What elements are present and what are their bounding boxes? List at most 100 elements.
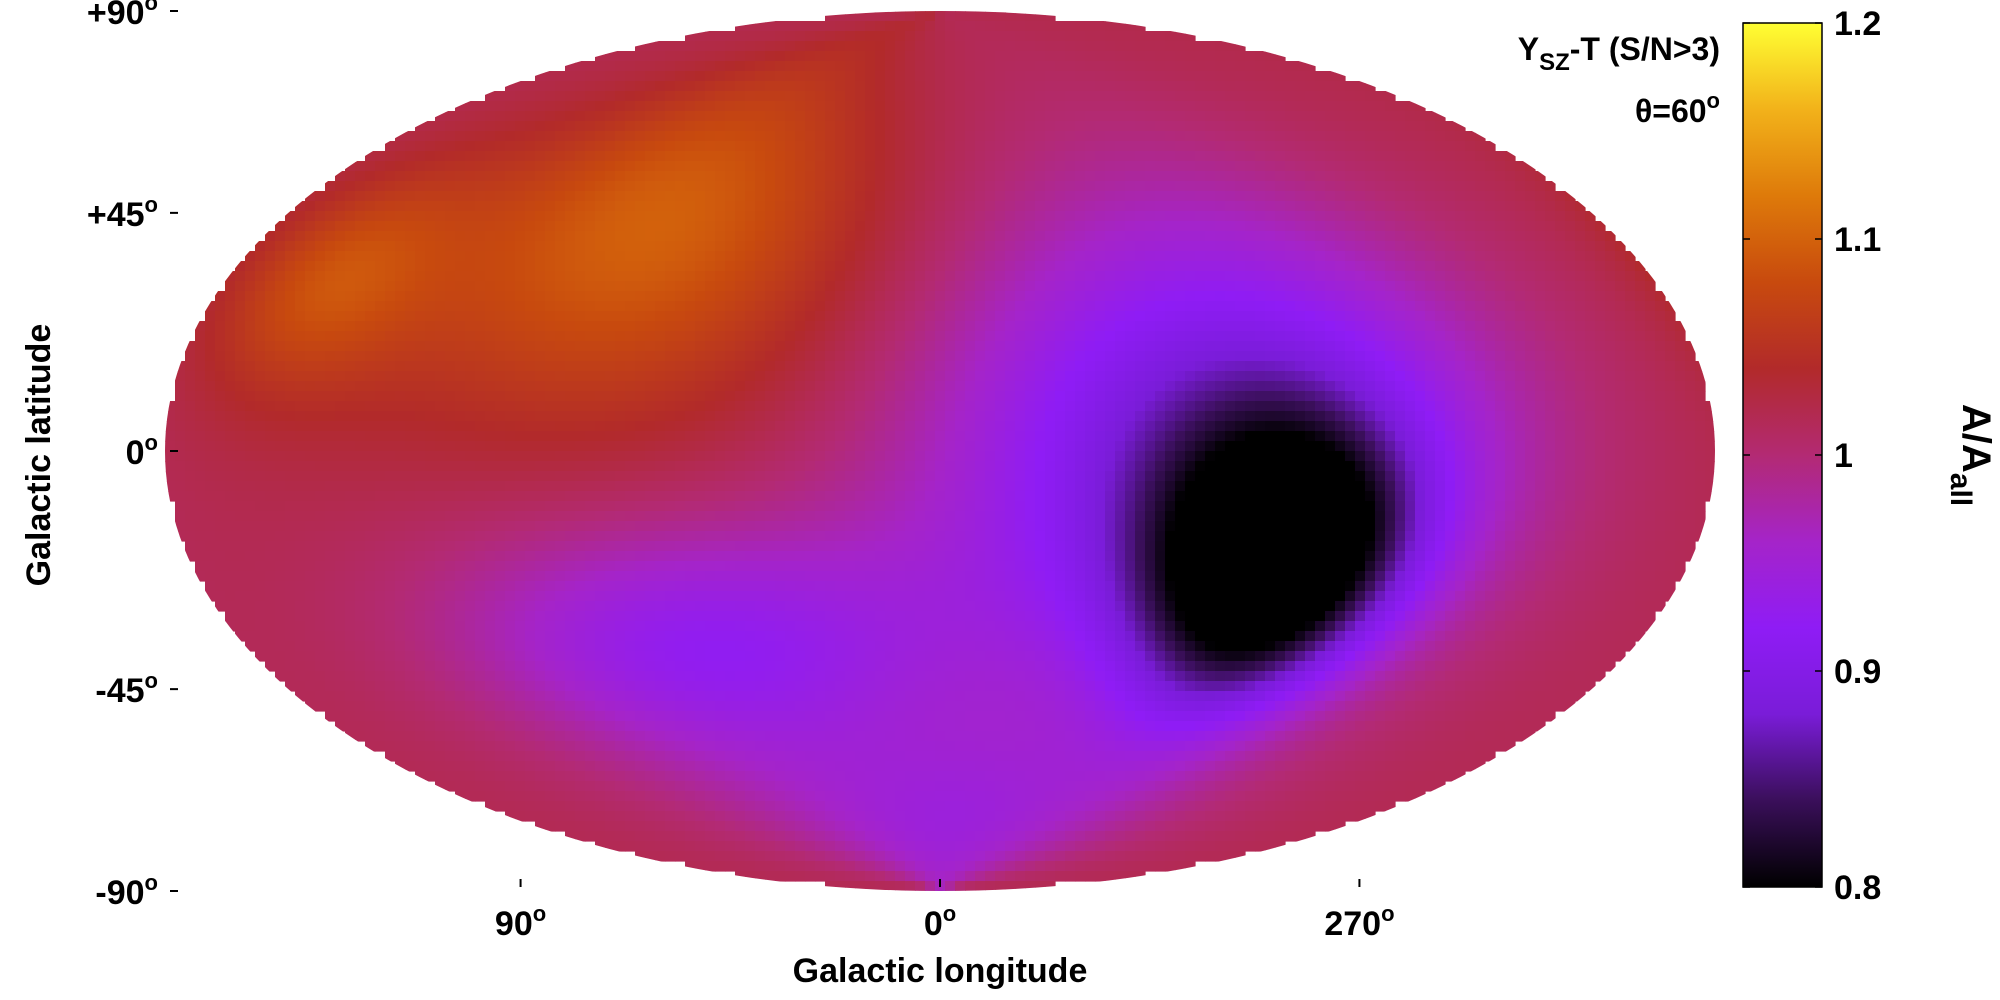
heatmap-cell xyxy=(635,341,646,352)
heatmap-cell xyxy=(1585,301,1596,312)
heatmap-cell xyxy=(1405,381,1416,392)
heatmap-cell xyxy=(245,311,256,322)
heatmap-cell xyxy=(1155,191,1166,202)
heatmap-cell xyxy=(1015,281,1026,292)
heatmap-cell xyxy=(275,351,286,362)
heatmap-cell xyxy=(1635,381,1646,392)
heatmap-cell xyxy=(1215,381,1226,392)
heatmap-cell xyxy=(585,331,596,342)
heatmap-cell xyxy=(855,271,866,282)
heatmap-cell xyxy=(1275,221,1286,232)
heatmap-cell xyxy=(1475,161,1486,172)
heatmap-cell xyxy=(1585,381,1596,392)
heatmap-cell xyxy=(715,271,726,282)
heatmap-cell xyxy=(1085,51,1096,62)
heatmap-cell xyxy=(815,81,826,92)
heatmap-cell xyxy=(545,91,556,102)
heatmap-cell xyxy=(465,301,476,312)
heatmap-cell xyxy=(185,341,196,352)
heatmap-cell xyxy=(295,391,306,402)
heatmap-cell xyxy=(1325,131,1336,142)
heatmap-cell xyxy=(885,81,896,92)
heatmap-cell xyxy=(305,401,316,412)
heatmap-cell xyxy=(635,41,646,52)
heatmap-cell xyxy=(445,111,456,122)
heatmap-cell xyxy=(1005,421,1016,432)
heatmap-cell xyxy=(685,271,696,282)
heatmap-cell xyxy=(885,11,896,22)
heatmap-cell xyxy=(825,221,836,232)
heatmap-cell xyxy=(425,321,436,332)
heatmap-cell xyxy=(915,181,926,192)
heatmap-cell xyxy=(1355,331,1366,342)
heatmap-cell xyxy=(835,281,846,292)
heatmap-cell xyxy=(1175,301,1186,312)
heatmap-cell xyxy=(1555,391,1566,402)
heatmap-cell xyxy=(1475,261,1486,272)
heatmap-cell xyxy=(1395,251,1406,262)
heatmap-cell xyxy=(1175,181,1186,192)
heatmap-cell xyxy=(1375,181,1386,192)
heatmap-cell xyxy=(875,101,886,112)
heatmap-cell xyxy=(405,411,416,422)
heatmap-cell xyxy=(685,121,696,132)
heatmap-cell xyxy=(1135,311,1146,322)
heatmap-cell xyxy=(385,321,396,332)
heatmap-cell xyxy=(1565,221,1576,232)
heatmap-cell xyxy=(1045,331,1056,342)
heatmap-cell xyxy=(835,401,846,412)
heatmap-cell xyxy=(915,151,926,162)
heatmap-cell xyxy=(685,101,696,112)
heatmap-cell xyxy=(575,121,586,132)
heatmap-cell xyxy=(945,131,956,142)
heatmap-cell xyxy=(1515,311,1526,322)
heatmap-cell xyxy=(1515,331,1526,342)
heatmap-cell xyxy=(875,91,886,102)
heatmap-cell xyxy=(975,421,986,432)
heatmap-cell xyxy=(1535,361,1546,372)
heatmap-cell xyxy=(415,291,426,302)
heatmap-cell xyxy=(705,121,716,132)
heatmap-cell xyxy=(1095,231,1106,242)
heatmap-cell xyxy=(665,311,676,322)
heatmap-cell xyxy=(765,421,776,432)
heatmap-cell xyxy=(1325,271,1336,282)
heatmap-cell xyxy=(995,331,1006,342)
heatmap-cell xyxy=(1535,211,1546,222)
heatmap-cell xyxy=(1425,201,1436,212)
heatmap-cell xyxy=(795,361,806,372)
heatmap-cell xyxy=(935,321,946,332)
heatmap-cell xyxy=(1415,261,1426,272)
heatmap-cell xyxy=(275,421,286,432)
heatmap-cell xyxy=(395,381,406,392)
heatmap-cell xyxy=(895,61,906,72)
heatmap-cell xyxy=(985,111,996,122)
heatmap-cell xyxy=(1265,101,1276,112)
heatmap-cell xyxy=(585,231,596,242)
heatmap-cell xyxy=(805,141,816,152)
heatmap-cell xyxy=(835,61,846,72)
heatmap-cell xyxy=(1515,361,1526,372)
heatmap-cell xyxy=(1385,291,1396,302)
heatmap-cell xyxy=(735,341,746,352)
heatmap-cell xyxy=(515,331,526,342)
heatmap-cell xyxy=(1425,231,1436,242)
heatmap-cell xyxy=(705,111,716,122)
heatmap-cell xyxy=(645,261,656,272)
heatmap-cell xyxy=(765,131,776,142)
heatmap-cell xyxy=(965,291,976,302)
heatmap-cell xyxy=(1165,171,1176,182)
heatmap-cell xyxy=(545,101,556,112)
heatmap-cell xyxy=(675,191,686,202)
heatmap-cell xyxy=(545,121,556,132)
heatmap-cell xyxy=(775,141,786,152)
heatmap-cell xyxy=(655,371,666,382)
heatmap-cell xyxy=(1145,161,1156,172)
heatmap-cell xyxy=(515,411,526,422)
heatmap-cell xyxy=(915,101,926,112)
heatmap-cell xyxy=(1035,141,1046,152)
heatmap-cell xyxy=(805,91,816,102)
heatmap-cell xyxy=(475,171,486,182)
heatmap-cell xyxy=(1135,71,1146,82)
heatmap-cell xyxy=(1345,241,1356,252)
